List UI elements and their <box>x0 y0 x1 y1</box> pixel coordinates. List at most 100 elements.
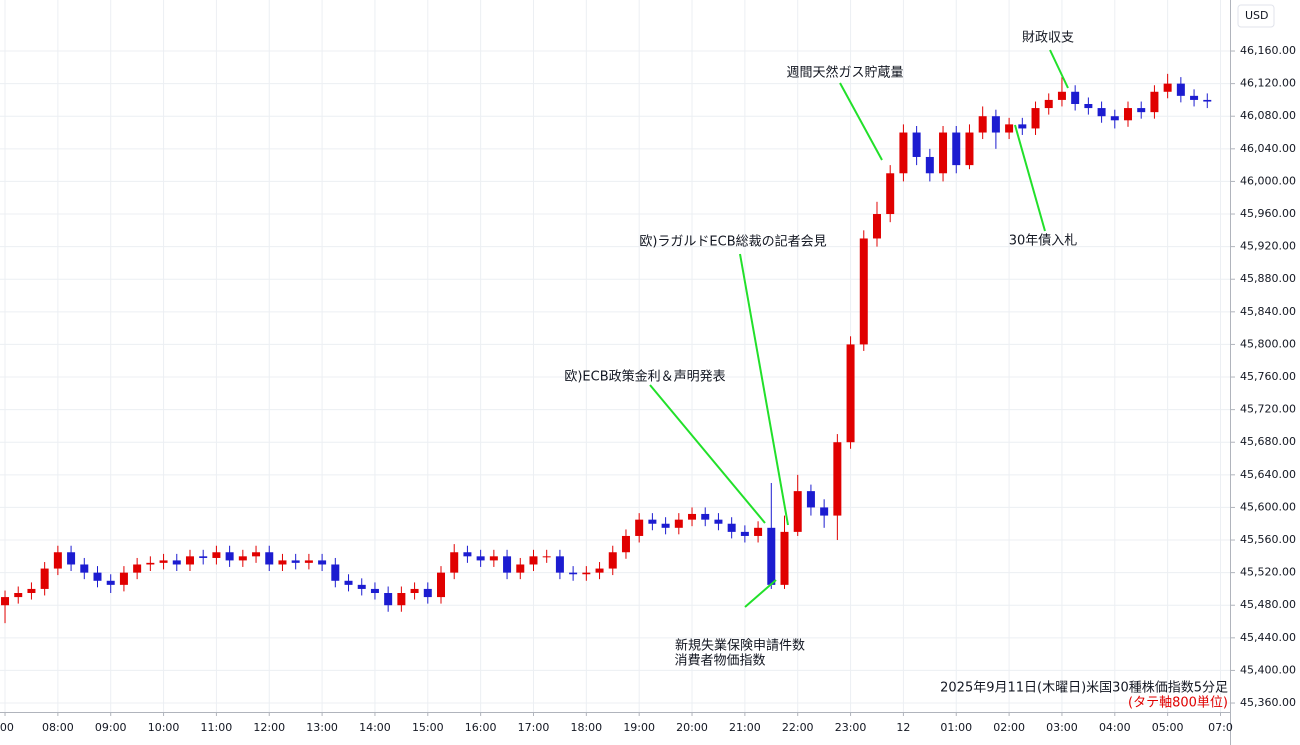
y-tick-label: 46,000.00 <box>1240 174 1296 187</box>
candle-body <box>1005 124 1014 133</box>
annotation: 欧)ラガルドECB総裁の記者会見 <box>639 234 826 250</box>
y-tick-label: 45,760.00 <box>1240 370 1296 383</box>
x-tick-label: 03:00 <box>1046 721 1078 734</box>
annotation-leader <box>744 579 777 608</box>
candle-body <box>767 527 776 585</box>
candle-body <box>688 513 697 520</box>
candle-body <box>793 491 802 532</box>
y-tick-label: 46,080.00 <box>1240 109 1296 122</box>
annotation: 欧)ECB政策金利＆声明発表 <box>564 369 725 385</box>
currency: USD <box>1245 9 1269 22</box>
y-tick-label: 45,440.00 <box>1240 631 1296 644</box>
candle-body <box>582 572 591 575</box>
candle-body <box>1044 99 1053 109</box>
x-tick-label: 12:00 <box>253 721 285 734</box>
candle-body <box>1031 108 1040 129</box>
candle-body <box>833 442 842 516</box>
annotation-leader <box>1049 49 1069 89</box>
candle-body <box>331 564 340 581</box>
annotation-leader <box>1014 124 1046 232</box>
candle-body <box>1203 99 1212 102</box>
y-tick-label: 45,800.00 <box>1240 337 1296 350</box>
annotation: 消費者物価指数 <box>674 654 765 669</box>
caption: 2025年9月11日(木曜日)米国30種株価指数5分足 <box>940 680 1228 696</box>
annotation-leader <box>839 82 883 161</box>
x-tick-label: 12 <box>896 721 910 734</box>
note: (タテ軸800単位) <box>1128 695 1228 711</box>
candle-body <box>820 507 829 516</box>
x-tick-label: 22:00 <box>782 721 814 734</box>
candle-body <box>212 552 221 558</box>
y-tick-label: 45,400.00 <box>1240 663 1296 676</box>
candle-body <box>291 560 300 563</box>
y-tick-label: 45,560.00 <box>1240 533 1296 546</box>
y-tick-label: 46,040.00 <box>1240 142 1296 155</box>
candle-body <box>912 132 921 157</box>
candle-body <box>991 116 1000 133</box>
y-tick-label: 46,160.00 <box>1240 44 1296 57</box>
candle-body <box>529 556 538 565</box>
candle-body <box>1137 108 1146 113</box>
candle-body <box>965 132 974 166</box>
x-tick-label: 19:00 <box>623 721 655 734</box>
candle-body <box>172 560 181 565</box>
y-tick-label: 45,360.00 <box>1240 696 1296 709</box>
candle-body <box>740 531 749 536</box>
x-tick-label: 16:00 <box>465 721 497 734</box>
candle-body <box>780 531 789 585</box>
candle-body <box>859 238 868 345</box>
candle-body <box>14 593 23 598</box>
candle-body <box>754 527 763 536</box>
candle-body <box>397 593 406 606</box>
y-tick-label: 45,680.00 <box>1240 435 1296 448</box>
x-tick-label: 04:00 <box>1099 721 1131 734</box>
annotation-leader <box>739 253 789 526</box>
y-tick-label: 45,480.00 <box>1240 598 1296 611</box>
y-tick-label: 45,640.00 <box>1240 468 1296 481</box>
candle-body <box>437 572 446 598</box>
x-tick-label: 11:00 <box>201 721 233 734</box>
candle-body <box>1018 124 1027 129</box>
x-tick-label: 08:00 <box>42 721 74 734</box>
y-tick-label: 45,720.00 <box>1240 403 1296 416</box>
candle-body <box>674 519 683 528</box>
y-tick-label: 45,520.00 <box>1240 566 1296 579</box>
candle-body <box>952 132 961 166</box>
candle-body <box>133 564 142 573</box>
candle-body <box>265 552 274 565</box>
axes: 45,360.00 45,400.00 45,440.00 45,480.00 45,5… <box>0 44 1296 734</box>
candle-body <box>1176 83 1185 96</box>
x-tick-label: 23:00 <box>835 721 867 734</box>
candle-body <box>423 588 432 598</box>
candle-body <box>357 584 366 589</box>
candle-body <box>252 552 261 557</box>
candle-body <box>661 523 670 528</box>
candle-body <box>225 552 234 561</box>
candle-body <box>450 552 459 573</box>
candle-body <box>503 556 512 573</box>
candle-body <box>185 556 194 565</box>
candle-body <box>516 564 525 573</box>
candle-body <box>106 580 115 585</box>
x-tick-label: 14:00 <box>359 721 391 734</box>
candle-body <box>199 556 208 558</box>
candle-body <box>1071 91 1080 104</box>
candle-body <box>648 519 657 524</box>
x-tick-label: 20:00 <box>676 721 708 734</box>
y-tick-label: 45,840.00 <box>1240 305 1296 318</box>
candle-body <box>714 519 723 524</box>
candle-body <box>939 132 948 174</box>
candle-body <box>384 593 393 606</box>
candle-body <box>476 556 485 561</box>
candle-body <box>1163 83 1172 92</box>
candles <box>1 73 1212 624</box>
candle-body <box>872 214 881 239</box>
candle-body <box>806 491 815 508</box>
candle-body <box>67 552 76 565</box>
annotation: 週間天然ガス貯蔵量 <box>786 65 903 81</box>
candle-body <box>27 588 36 594</box>
x-tick-label: 18:00 <box>570 721 602 734</box>
candle-body <box>886 173 895 215</box>
